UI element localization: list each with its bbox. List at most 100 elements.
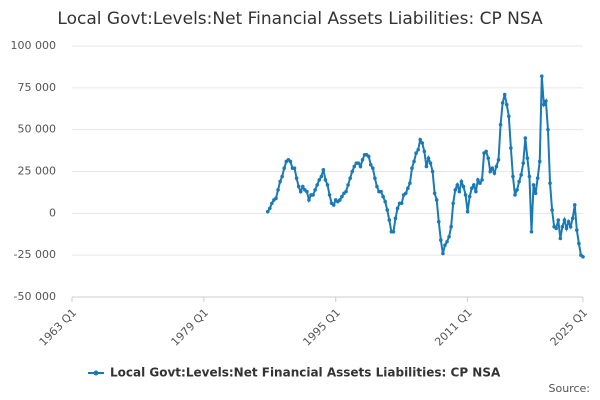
data-point bbox=[265, 209, 270, 214]
data-point bbox=[471, 183, 476, 187]
data-point bbox=[502, 92, 507, 97]
data-point bbox=[422, 149, 427, 154]
data-point bbox=[368, 163, 373, 167]
data-point bbox=[408, 181, 412, 186]
y-tick-label: 50 000 bbox=[18, 123, 57, 136]
data-point bbox=[317, 178, 322, 182]
data-point bbox=[453, 188, 458, 192]
data-point bbox=[581, 255, 585, 259]
data-point bbox=[480, 178, 484, 182]
data-point bbox=[393, 216, 398, 221]
data-point bbox=[426, 156, 431, 160]
data-point bbox=[511, 174, 515, 179]
data-point bbox=[441, 251, 445, 256]
data-point bbox=[319, 174, 324, 179]
x-tick-label: 2011 Q1 bbox=[432, 306, 475, 349]
data-point bbox=[478, 181, 482, 186]
data-point bbox=[313, 188, 317, 192]
data-point bbox=[352, 164, 357, 169]
data-point bbox=[395, 206, 400, 211]
data-point bbox=[307, 198, 311, 202]
data-point bbox=[274, 196, 278, 201]
data-point bbox=[572, 203, 577, 207]
data-point bbox=[288, 159, 293, 164]
data-point bbox=[399, 201, 404, 206]
data-point bbox=[278, 179, 282, 184]
data-point bbox=[430, 169, 435, 174]
data-point bbox=[325, 183, 330, 187]
data-point bbox=[432, 191, 437, 196]
data-point bbox=[558, 236, 563, 241]
data-point bbox=[268, 206, 272, 211]
data-point bbox=[356, 161, 361, 165]
data-point bbox=[445, 239, 449, 244]
data-point bbox=[373, 176, 377, 180]
data-point bbox=[542, 102, 546, 107]
data-point bbox=[443, 243, 447, 247]
data-point bbox=[375, 184, 379, 189]
data-point bbox=[570, 216, 575, 221]
y-tick-label: -25 000 bbox=[14, 248, 56, 261]
data-point bbox=[298, 189, 303, 194]
data-point bbox=[406, 186, 410, 191]
data-point bbox=[294, 176, 299, 180]
data-point bbox=[535, 176, 540, 180]
y-tick-label: 100 000 bbox=[11, 39, 57, 52]
data-point bbox=[338, 198, 342, 202]
data-point bbox=[568, 224, 573, 229]
data-point bbox=[498, 122, 503, 127]
data-point bbox=[327, 193, 332, 197]
x-tick-label: 1979 Q1 bbox=[169, 306, 212, 349]
data-point bbox=[463, 193, 468, 197]
data-point bbox=[366, 154, 371, 159]
source-label: Source: bbox=[549, 382, 591, 395]
data-point bbox=[292, 166, 297, 170]
data-point bbox=[331, 203, 336, 207]
data-point bbox=[385, 208, 390, 212]
data-point bbox=[539, 74, 544, 78]
chart-title: Local Govt:Levels:Net Financial Assets L… bbox=[57, 9, 543, 29]
data-point bbox=[424, 164, 429, 169]
data-point bbox=[305, 189, 309, 194]
data-point bbox=[496, 157, 501, 162]
data-point bbox=[344, 189, 348, 194]
data-point bbox=[577, 241, 581, 246]
x-tick-label: 1963 Q1 bbox=[37, 306, 80, 349]
data-point bbox=[447, 234, 451, 239]
data-point bbox=[414, 151, 418, 155]
data-point bbox=[515, 188, 519, 192]
data-point bbox=[270, 201, 274, 206]
data-point bbox=[436, 219, 441, 224]
data-point bbox=[381, 194, 385, 199]
data-point bbox=[315, 183, 319, 187]
data-point bbox=[412, 159, 416, 164]
y-tick-label: 0 bbox=[49, 206, 56, 219]
legend-marker bbox=[93, 370, 99, 376]
data-point bbox=[504, 102, 509, 107]
data-point bbox=[439, 238, 443, 242]
data-point bbox=[566, 219, 571, 224]
data-point bbox=[556, 218, 561, 222]
series-line bbox=[266, 76, 584, 258]
data-point bbox=[484, 149, 488, 154]
y-tick-label: -50 000 bbox=[14, 290, 56, 303]
data-point bbox=[474, 189, 478, 194]
data-point bbox=[403, 191, 408, 196]
y-tick-label: 25 000 bbox=[18, 165, 57, 178]
data-point bbox=[455, 183, 460, 187]
data-point bbox=[346, 183, 350, 187]
data-point bbox=[465, 209, 470, 214]
y-tick-label: 75 000 bbox=[18, 81, 57, 94]
data-point bbox=[544, 99, 548, 104]
data-point bbox=[358, 164, 363, 169]
legend-label: Local Govt:Levels:Net Financial Assets L… bbox=[110, 366, 501, 380]
data-point bbox=[529, 229, 534, 234]
data-point bbox=[300, 184, 305, 189]
data-point bbox=[509, 146, 513, 150]
data-point bbox=[550, 208, 554, 212]
data-point bbox=[457, 189, 462, 194]
data-point bbox=[554, 226, 559, 231]
data-point bbox=[451, 201, 455, 206]
